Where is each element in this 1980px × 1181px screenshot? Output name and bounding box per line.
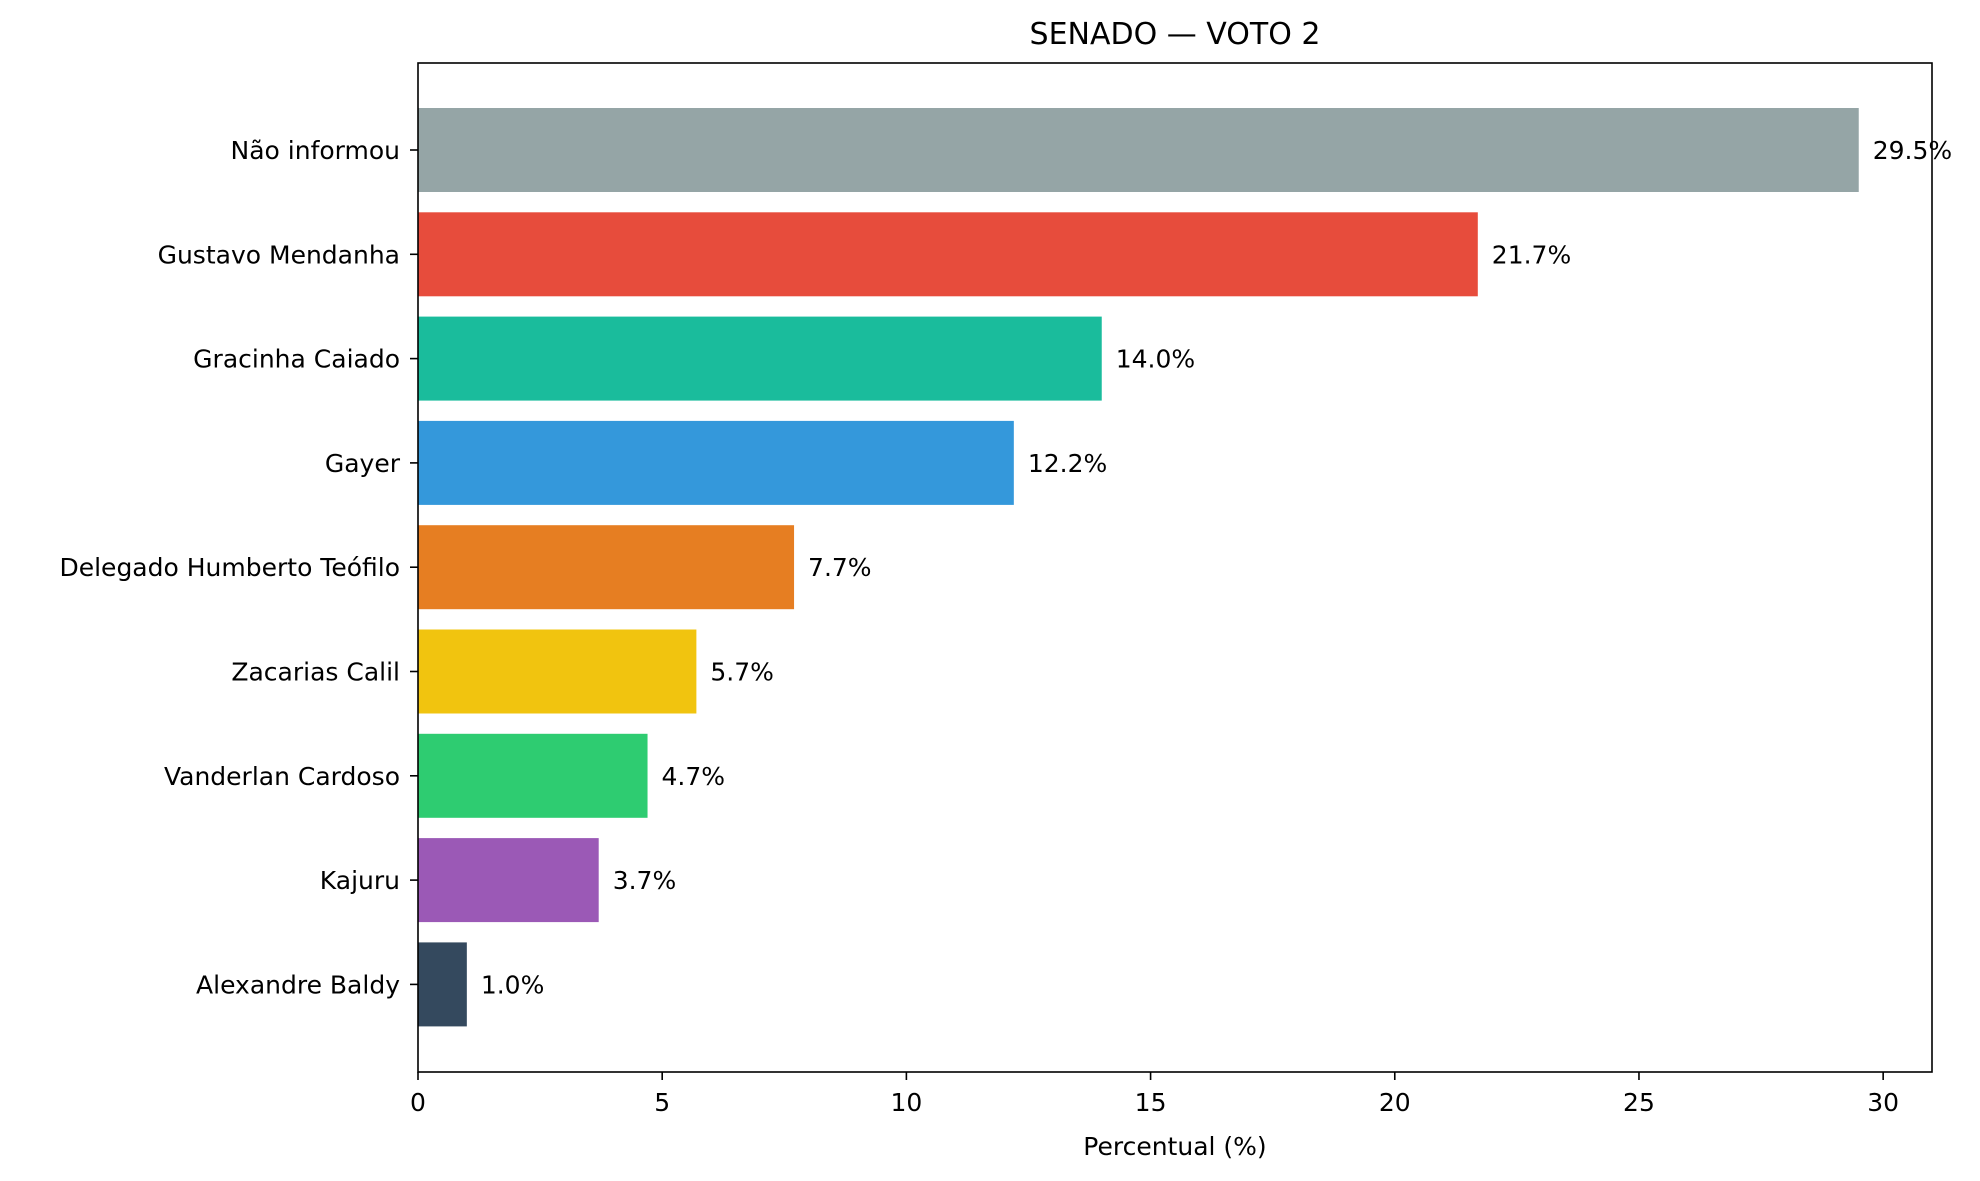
bar-kajuru [418, 838, 599, 923]
category-label-gustavo-mendanha: Gustavo Mendanha [158, 240, 400, 269]
x-tick-label-0: 0 [410, 1088, 426, 1117]
bar-alexandre-baldy [418, 942, 467, 1027]
bar-gayer [418, 420, 1014, 505]
bar-gracinha-caiado [418, 316, 1102, 401]
x-tick-label-10: 10 [890, 1088, 922, 1117]
value-label-delegado-humberto-teofilo: 7.7% [808, 553, 872, 582]
category-label-gayer: Gayer [325, 449, 401, 478]
value-label-vanderlan-cardoso: 4.7% [662, 762, 726, 791]
value-label-gayer: 12.2% [1028, 449, 1107, 478]
x-tick-label-20: 20 [1379, 1088, 1411, 1117]
value-label-zacarias-calil: 5.7% [710, 658, 774, 687]
category-label-zacarias-calil: Zacarias Calil [231, 658, 400, 687]
value-label-nao-informou: 29.5% [1873, 136, 1952, 165]
x-tick-label-5: 5 [654, 1088, 670, 1117]
category-label-gracinha-caiado: Gracinha Caiado [193, 345, 400, 374]
bar-gustavo-mendanha [418, 212, 1478, 297]
plot-frame [417, 62, 1933, 1073]
x-tick-label-15: 15 [1135, 1088, 1167, 1117]
bar-nao-informou [418, 108, 1859, 192]
category-label-alexandre-baldy: Alexandre Baldy [196, 970, 400, 999]
bar-zacarias-calil [418, 629, 697, 714]
category-labels: Não informou Gustavo Mendanha Gracinha Cai… [59, 136, 418, 999]
x-tick-label-25: 25 [1623, 1088, 1655, 1117]
category-label-vanderlan-cardoso: Vanderlan Cardoso [164, 762, 400, 791]
x-axis-ticks: 0 5 10 15 20 25 30 [410, 1072, 1899, 1117]
x-tick-label-30: 30 [1867, 1088, 1899, 1117]
bar-delegado-humberto-teofilo [418, 525, 795, 610]
value-label-alexandre-baldy: 1.0% [481, 970, 545, 999]
category-label-nao-informou: Não informou [231, 136, 400, 165]
x-axis-label: Percentual (%) [1083, 1132, 1266, 1161]
value-label-gustavo-mendanha: 21.7% [1492, 240, 1571, 269]
value-label-gracinha-caiado: 14.0% [1116, 345, 1195, 374]
category-label-kajuru: Kajuru [320, 866, 400, 895]
bar-vanderlan-cardoso [418, 733, 648, 818]
chart-title: SENADO — VOTO 2 [1030, 17, 1321, 52]
category-label-delegado-humberto-teofilo: Delegado Humberto Teófilo [59, 553, 400, 582]
value-labels: 29.5% 21.7% 14.0% 12.2% 7.7% 5.7% 4.7% 3.7% 1.0% [481, 136, 1952, 999]
value-label-kajuru: 3.7% [613, 866, 677, 895]
bars-layer [418, 108, 1859, 1027]
